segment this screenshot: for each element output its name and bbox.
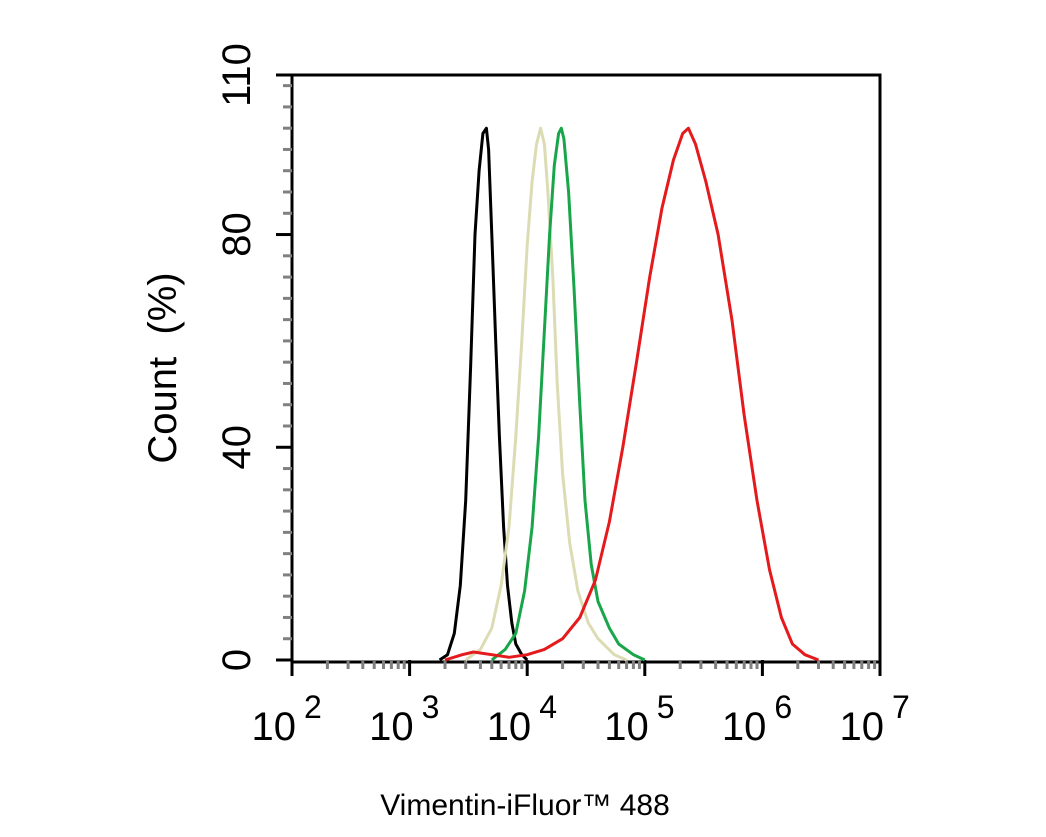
- y-tick-label: 110: [215, 43, 259, 107]
- y-tick-labels: 0 40 80 110: [215, 43, 259, 671]
- series-layer: [438, 126, 820, 662]
- x-tick-label: 10 3: [369, 689, 439, 749]
- x-tick-base: 10: [840, 705, 885, 749]
- x-tick-label: 10 4: [487, 689, 557, 749]
- x-tick-label: 10 2: [252, 689, 322, 749]
- x-tick-label: 10 7: [840, 689, 910, 749]
- x-axis-title: Vimentin-iFluor™ 488: [380, 789, 670, 822]
- x-tick-exponent: 3: [422, 689, 440, 725]
- x-tick-exponent: 2: [304, 689, 322, 725]
- y-minor-ticks: [283, 84, 292, 641]
- series-line-1: [438, 126, 529, 662]
- series-line-4: [444, 126, 820, 662]
- series-line-3: [490, 126, 646, 662]
- x-tick-exponent: 7: [892, 689, 910, 725]
- x-minor-ticks: [325, 660, 877, 669]
- plot-frame: [290, 73, 882, 664]
- x-tick-base: 10: [722, 705, 767, 749]
- x-tick-labels: 10 2 10 3 10 4 10 5 10 6 10 7: [252, 689, 910, 749]
- x-tick-exponent: 4: [539, 689, 557, 725]
- x-tick-label: 10 6: [722, 689, 792, 749]
- y-axis-title: Count (%): [141, 272, 185, 463]
- x-tick-base: 10: [487, 705, 532, 749]
- x-tick-exponent: 5: [657, 689, 675, 725]
- y-tick-label: 40: [215, 425, 259, 470]
- x-tick-base: 10: [252, 705, 297, 749]
- y-major-ticks: [276, 73, 292, 662]
- x-tick-exponent: 6: [774, 689, 792, 725]
- x-tick-base: 10: [604, 705, 649, 749]
- x-major-ticks: [290, 660, 882, 676]
- y-tick-label: 0: [215, 649, 259, 671]
- x-tick-label: 10 5: [604, 689, 674, 749]
- y-tick-label: 80: [215, 212, 259, 257]
- x-tick-base: 10: [369, 705, 414, 749]
